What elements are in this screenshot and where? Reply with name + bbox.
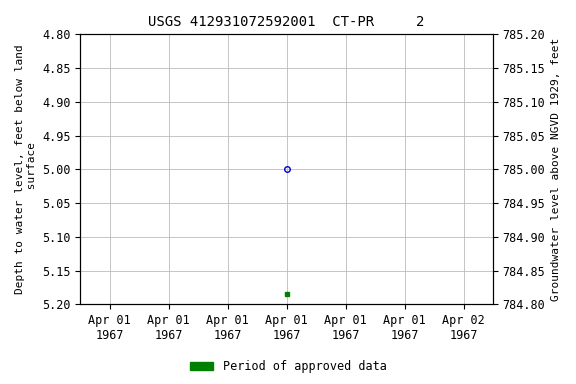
Legend: Period of approved data: Period of approved data xyxy=(185,356,391,378)
Y-axis label: Groundwater level above NGVD 1929, feet: Groundwater level above NGVD 1929, feet xyxy=(551,38,561,301)
Y-axis label: Depth to water level, feet below land
 surface: Depth to water level, feet below land su… xyxy=(15,45,37,294)
Title: USGS 412931072592001  CT-PR     2: USGS 412931072592001 CT-PR 2 xyxy=(149,15,425,29)
